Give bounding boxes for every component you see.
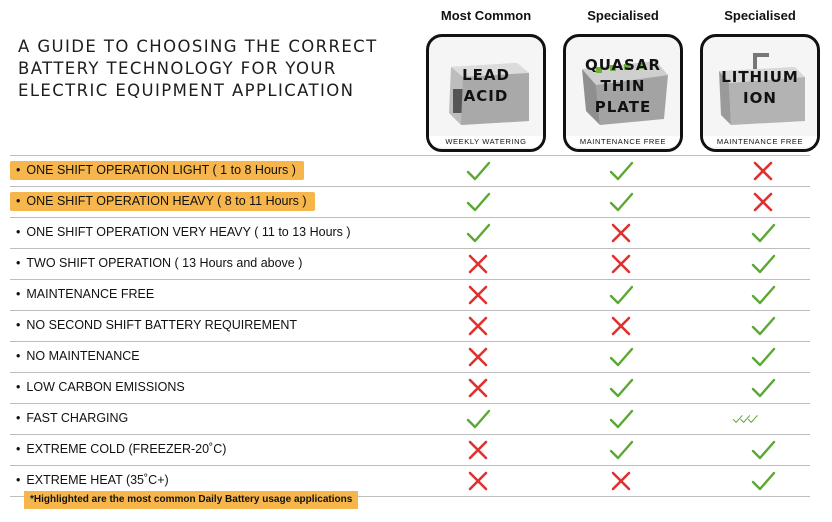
lead-acid-cross-icon (468, 285, 488, 305)
lithium-check-icon (732, 415, 758, 423)
bullet: • (16, 256, 21, 270)
quasar-note: MAINTENANCE FREE (566, 136, 680, 147)
row-label: • ONE SHIFT OPERATION LIGHT ( 1 to 8 Hour… (10, 161, 304, 180)
quasar-check-icon (609, 378, 634, 398)
bullet: • (16, 473, 21, 487)
quasar-check-icon (609, 161, 634, 181)
lead-acid-check-icon (466, 409, 491, 429)
bullet: • (16, 349, 21, 363)
row-label: • NO MAINTENANCE (10, 347, 148, 366)
row-label: • EXTREME COLD (FREEZER-20˚C) (10, 440, 234, 459)
table-row: • LOW CARBON EMISSIONS (10, 372, 810, 403)
row-label: • ONE SHIFT OPERATION VERY HEAVY ( 11 to … (10, 223, 359, 242)
row-label-text: LOW CARBON EMISSIONS (26, 380, 185, 394)
lead-acid-battery-icon (449, 63, 529, 125)
lithium-check-icon (751, 285, 776, 305)
quasar-cross-icon (611, 471, 631, 491)
lead-acid-cross-icon (468, 471, 488, 491)
bullet: • (16, 225, 21, 239)
row-label: • EXTREME HEAT (35˚C+) (10, 471, 177, 490)
lead-acid-cross-icon (468, 378, 488, 398)
table-row: • TWO SHIFT OPERATION ( 13 Hours and abov… (10, 248, 810, 279)
bullet: • (16, 287, 21, 301)
bullet: • (16, 163, 21, 177)
row-label-text: ONE SHIFT OPERATION HEAVY ( 8 to 11 Hour… (26, 194, 307, 208)
table-row: • ONE SHIFT OPERATION VERY HEAVY ( 11 to … (10, 217, 810, 248)
quasar-battery-icon (582, 61, 668, 125)
bullet: • (16, 411, 21, 425)
row-label: • FAST CHARGING (10, 409, 136, 428)
column-heading-lithium: Specialised (724, 8, 796, 23)
column-heading-quasar: Specialised (587, 8, 659, 23)
bullet: • (16, 194, 21, 208)
quasar-check-icon (609, 347, 634, 367)
bullet: • (16, 442, 21, 456)
lithium-cross-icon (753, 161, 773, 181)
lithium-check-icon (751, 223, 776, 243)
lithium-note: MAINTENANCE FREE (703, 136, 817, 147)
row-label-text: NO MAINTENANCE (26, 349, 140, 363)
row-label-text: ONE SHIFT OPERATION VERY HEAVY ( 11 to 1… (26, 225, 351, 239)
row-label-text: MAINTENANCE FREE (26, 287, 155, 301)
lithium-check-icon (751, 440, 776, 460)
row-label-text: EXTREME COLD (FREEZER-20˚C) (26, 442, 227, 456)
row-label: • MAINTENANCE FREE (10, 285, 162, 304)
quasar-check-icon (609, 409, 634, 429)
lithium-name: LITHIUM ION (721, 68, 799, 107)
lithium-battery-icon (719, 53, 805, 125)
lead-acid-note: WEEKLY WATERING (429, 136, 543, 147)
footnote: *Highlighted are the most common Daily B… (24, 491, 359, 509)
quasar-cross-icon (611, 316, 631, 336)
row-label-text: FAST CHARGING (26, 411, 129, 425)
lead-acid-check-icon (466, 223, 491, 243)
row-label-text: EXTREME HEAT (35˚C+) (26, 473, 169, 487)
lead-acid-check-icon (466, 161, 491, 181)
row-label-text: TWO SHIFT OPERATION ( 13 Hours and above… (26, 256, 303, 270)
table-row: • NO MAINTENANCE (10, 341, 810, 372)
table-row: • EXTREME COLD (FREEZER-20˚C) (10, 434, 810, 465)
lead-acid-cross-icon (468, 440, 488, 460)
quasar-card: QUASAR THIN PLATE MAINTENANCE FREE (563, 34, 683, 152)
row-label-text: ONE SHIFT OPERATION LIGHT ( 1 to 8 Hours… (26, 163, 296, 177)
row-label: • NO SECOND SHIFT BATTERY REQUIREMENT (10, 316, 305, 335)
row-label: • TWO SHIFT OPERATION ( 13 Hours and abov… (10, 254, 310, 273)
row-label-text: NO SECOND SHIFT BATTERY REQUIREMENT (26, 318, 298, 332)
lithium-check-icon (751, 316, 776, 336)
table-row: • ONE SHIFT OPERATION LIGHT ( 1 to 8 Hour… (10, 155, 810, 186)
quasar-name: QUASAR THIN PLATE (584, 56, 662, 116)
table-row: • MAINTENANCE FREE (10, 279, 810, 310)
bullet: • (16, 380, 21, 394)
quasar-cross-icon (611, 223, 631, 243)
lithium-check-icon (751, 471, 776, 491)
lead-acid-name: LEAD ACID (462, 66, 510, 105)
lead-acid-card: LEAD ACID WEEKLY WATERING (426, 34, 546, 152)
lithium-check-icon (751, 254, 776, 274)
row-label: • ONE SHIFT OPERATION HEAVY ( 8 to 11 Hou… (10, 192, 315, 211)
comparison-table: • ONE SHIFT OPERATION LIGHT ( 1 to 8 Hour… (10, 155, 810, 497)
quasar-check-icon (609, 192, 634, 212)
table-row: • ONE SHIFT OPERATION HEAVY ( 8 to 11 Hou… (10, 186, 810, 217)
lead-acid-cross-icon (468, 254, 488, 274)
lead-acid-cross-icon (468, 347, 488, 367)
lead-acid-check-icon (466, 192, 491, 212)
lithium-card: LITHIUM ION MAINTENANCE FREE (700, 34, 820, 152)
page-title: A GUIDE TO CHOOSING THE CORRECT BATTERY … (18, 37, 378, 100)
table-row: • FAST CHARGING (10, 403, 810, 434)
row-label: • LOW CARBON EMISSIONS (10, 378, 193, 397)
lithium-cross-icon (753, 192, 773, 212)
quasar-cross-icon (611, 254, 631, 274)
bullet: • (16, 318, 21, 332)
table-row: • EXTREME HEAT (35˚C+) (10, 465, 810, 497)
quasar-check-icon (609, 440, 634, 460)
column-heading-lead-acid: Most Common (440, 8, 532, 23)
lead-acid-cross-icon (468, 316, 488, 336)
quasar-check-icon (609, 285, 634, 305)
table-row: • NO SECOND SHIFT BATTERY REQUIREMENT (10, 310, 810, 341)
lithium-check-icon (751, 347, 776, 367)
lithium-check-icon (751, 378, 776, 398)
